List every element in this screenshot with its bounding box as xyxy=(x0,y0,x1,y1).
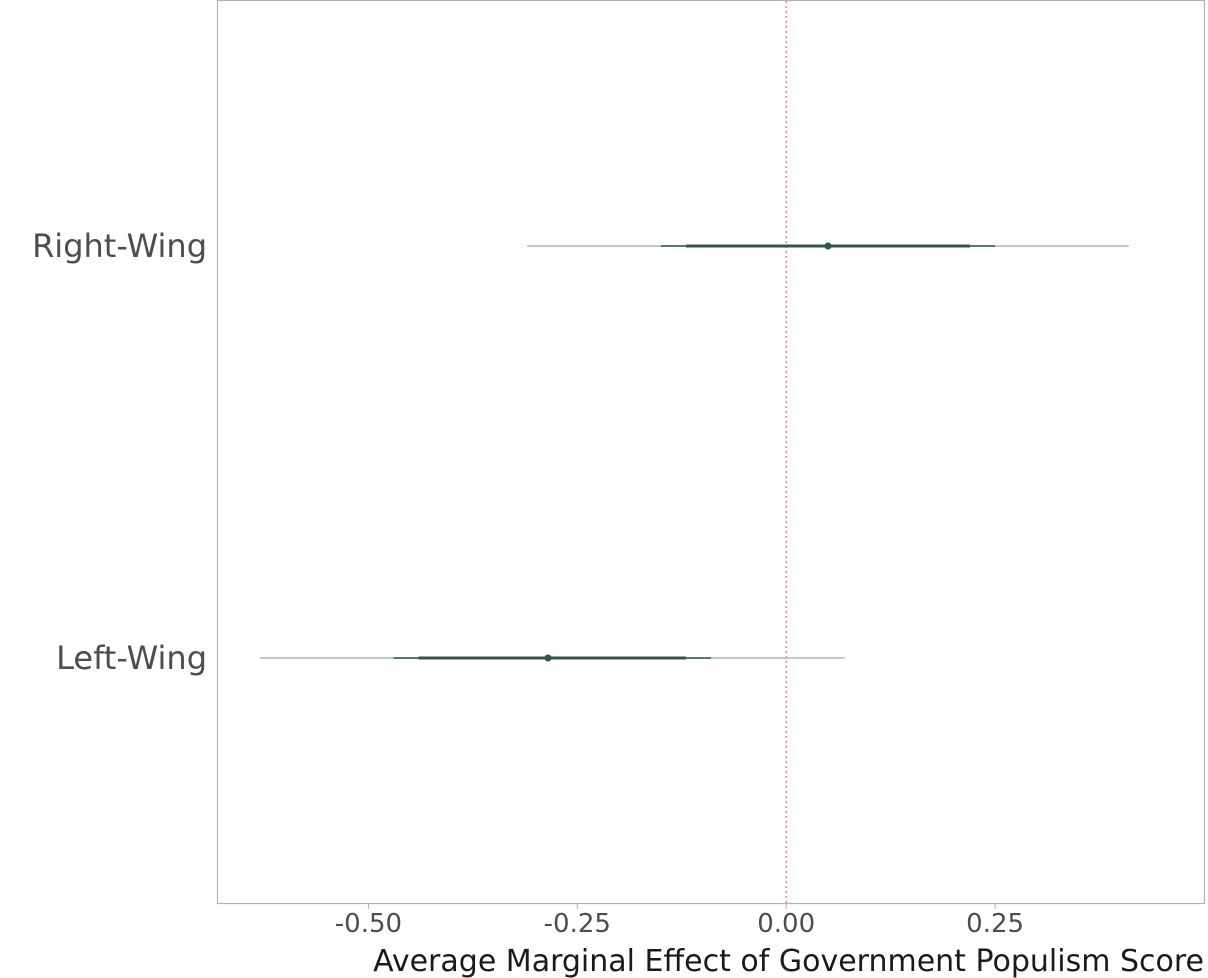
y-axis-labels: Right-Wing Left-Wing xyxy=(32,227,207,677)
x-axis-ticks: -0.50 -0.25 0.00 0.25 xyxy=(335,903,1024,939)
x-tick-label: 0.25 xyxy=(966,909,1024,939)
point-estimate-left-wing xyxy=(544,654,552,662)
chart-marks xyxy=(259,242,1129,662)
plot-panel xyxy=(216,0,1206,905)
x-tick-label: -0.50 xyxy=(335,909,402,939)
point-estimate-right-wing xyxy=(824,242,832,250)
x-axis-title: Average Marginal Effect of Government Po… xyxy=(373,944,1204,978)
x-tick-label: -0.25 xyxy=(544,909,611,939)
x-tick-label: 0.00 xyxy=(757,909,815,939)
y-tick-label: Left-Wing xyxy=(56,639,207,677)
y-tick-label: Right-Wing xyxy=(32,227,207,265)
